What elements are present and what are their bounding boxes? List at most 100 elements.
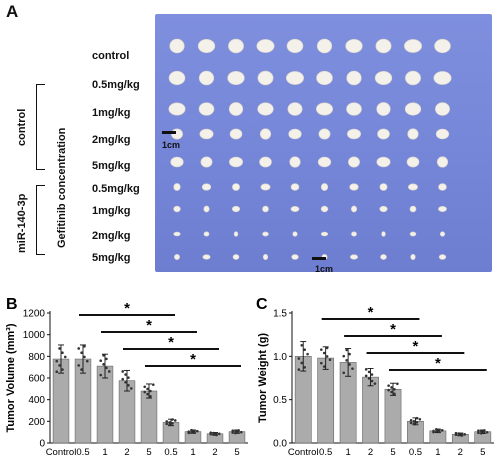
tumor-r0-c5 (316, 38, 333, 54)
tumor-r1-c4 (286, 71, 305, 85)
tumor-r3-c7 (377, 128, 390, 140)
x-tick-label-5: 0.5 (164, 447, 177, 458)
row-label-4: 5mg/kg (92, 160, 131, 172)
data-point-1-0 (320, 348, 323, 351)
tumor-r1-c5 (316, 70, 333, 86)
data-point-2-6 (105, 357, 108, 361)
significance-star-1: * (390, 321, 396, 338)
tumor-r4-c6 (348, 156, 360, 168)
data-point-1-3 (328, 358, 332, 362)
data-point-8-3 (239, 430, 243, 434)
data-point-3-0 (364, 374, 368, 378)
tumor-r8-c3 (262, 253, 269, 261)
tumor-r4-c7 (376, 156, 391, 168)
x-tick-label-4: 5 (146, 447, 151, 458)
data-point-6-4 (432, 429, 435, 433)
data-point-3-3 (373, 382, 377, 385)
scale-label-bottom: 1cm (315, 264, 334, 274)
x-tick-label-2: 1 (102, 447, 107, 458)
data-point-5-0 (165, 422, 169, 426)
tumor-r3-c4 (288, 128, 302, 140)
data-point-3-5 (367, 370, 371, 374)
data-point-0-6 (303, 366, 306, 369)
tumor-r4-c4 (289, 156, 301, 168)
data-point-5-5 (412, 420, 416, 423)
row-label-6: 1mg/kg (92, 205, 131, 217)
tumor-r7-c4 (292, 231, 298, 237)
x-tick-label-0: Control (288, 447, 319, 458)
data-point-4-3 (396, 382, 399, 386)
tumor-r0-c2 (228, 38, 244, 54)
panel-letter-B: B (6, 296, 18, 313)
y-tick-label-2: 400 (28, 395, 45, 406)
bar-4 (140, 390, 158, 444)
data-point-3-1 (124, 380, 127, 384)
y-tick-label-3: 1.5 (273, 309, 287, 320)
data-point-2-2 (348, 363, 351, 366)
tumor-r6-c9 (438, 206, 447, 212)
tumor-r8-c8 (410, 253, 416, 261)
tumor-r6-c3 (262, 205, 269, 213)
row-label-1: 0.5mg/kg (92, 79, 140, 91)
tumor-r6-c0 (173, 205, 181, 213)
y-tick-label-3: 600 (28, 374, 45, 385)
tumor-r4-c2 (229, 156, 244, 168)
data-point-4-3 (151, 383, 155, 386)
tumor-r3-c3 (259, 128, 272, 140)
tumor-r6-c6 (351, 205, 358, 213)
significance-star-1: * (146, 317, 152, 334)
tumor-r1-c1 (198, 70, 215, 86)
tumor-r7-c7 (381, 231, 386, 237)
tumor-r2-c0 (168, 102, 186, 116)
x-tick-label-6: 1 (435, 447, 440, 458)
data-point-2-6 (348, 352, 351, 356)
tumor-r0-c4 (286, 38, 304, 54)
data-point-1-4 (320, 361, 323, 365)
data-point-3-0 (121, 377, 125, 381)
data-point-3-4 (364, 368, 368, 371)
tumor-r5-c4 (290, 183, 300, 191)
x-tick-label-3: 2 (124, 447, 129, 458)
tumor-r1-c3 (257, 70, 274, 86)
tumor-r3-c8 (407, 128, 419, 140)
data-point-5-1 (412, 422, 416, 426)
data-point-4-6 (393, 387, 396, 391)
tumor-r1-c8 (405, 70, 421, 86)
y-axis-label: Tumor Weight (g) (257, 333, 269, 423)
data-point-7-6 (460, 434, 464, 437)
data-point-5-6 (171, 422, 174, 425)
data-point-0-6 (61, 368, 64, 371)
data-point-0-1 (300, 343, 304, 347)
y-tick-label-4: 800 (28, 352, 45, 363)
data-point-5-3 (173, 419, 177, 422)
data-point-5-4 (409, 418, 413, 422)
tumor-r8-c6 (350, 254, 359, 260)
data-point-0-3 (306, 352, 309, 356)
tumor-r7-c3 (262, 231, 269, 237)
tumor-r5-c0 (173, 183, 181, 191)
x-tick-label-1: 0.5 (76, 447, 89, 458)
treatment-axis-label: Gefitinib concentration (56, 127, 68, 248)
data-point-2-1 (102, 362, 105, 366)
tumor-r4-c1 (200, 156, 213, 168)
tumor-r7-c9 (439, 231, 446, 237)
data-point-3-1 (367, 377, 371, 380)
tumor-r7-c5 (320, 231, 329, 237)
tumor-r1-c7 (374, 71, 393, 85)
scale-label-left: 1cm (162, 140, 181, 150)
data-point-8-6 (482, 429, 486, 432)
bar-3 (362, 376, 379, 444)
data-point-0-3 (63, 355, 67, 359)
x-tick-label-1: 0.5 (319, 447, 332, 458)
scale-bar-left (162, 131, 176, 134)
data-point-3-6 (127, 376, 130, 379)
data-point-0-2 (303, 348, 306, 352)
tumor-r6-c1 (203, 205, 210, 213)
data-point-2-2 (105, 366, 108, 370)
tumor-r5-c6 (349, 183, 359, 191)
tumor-r3-c9 (435, 128, 450, 140)
tumor-r7-c6 (351, 231, 357, 237)
data-point-3-2 (127, 384, 130, 387)
data-point-3-5 (124, 373, 127, 376)
tumor-r1-c0 (168, 70, 186, 86)
